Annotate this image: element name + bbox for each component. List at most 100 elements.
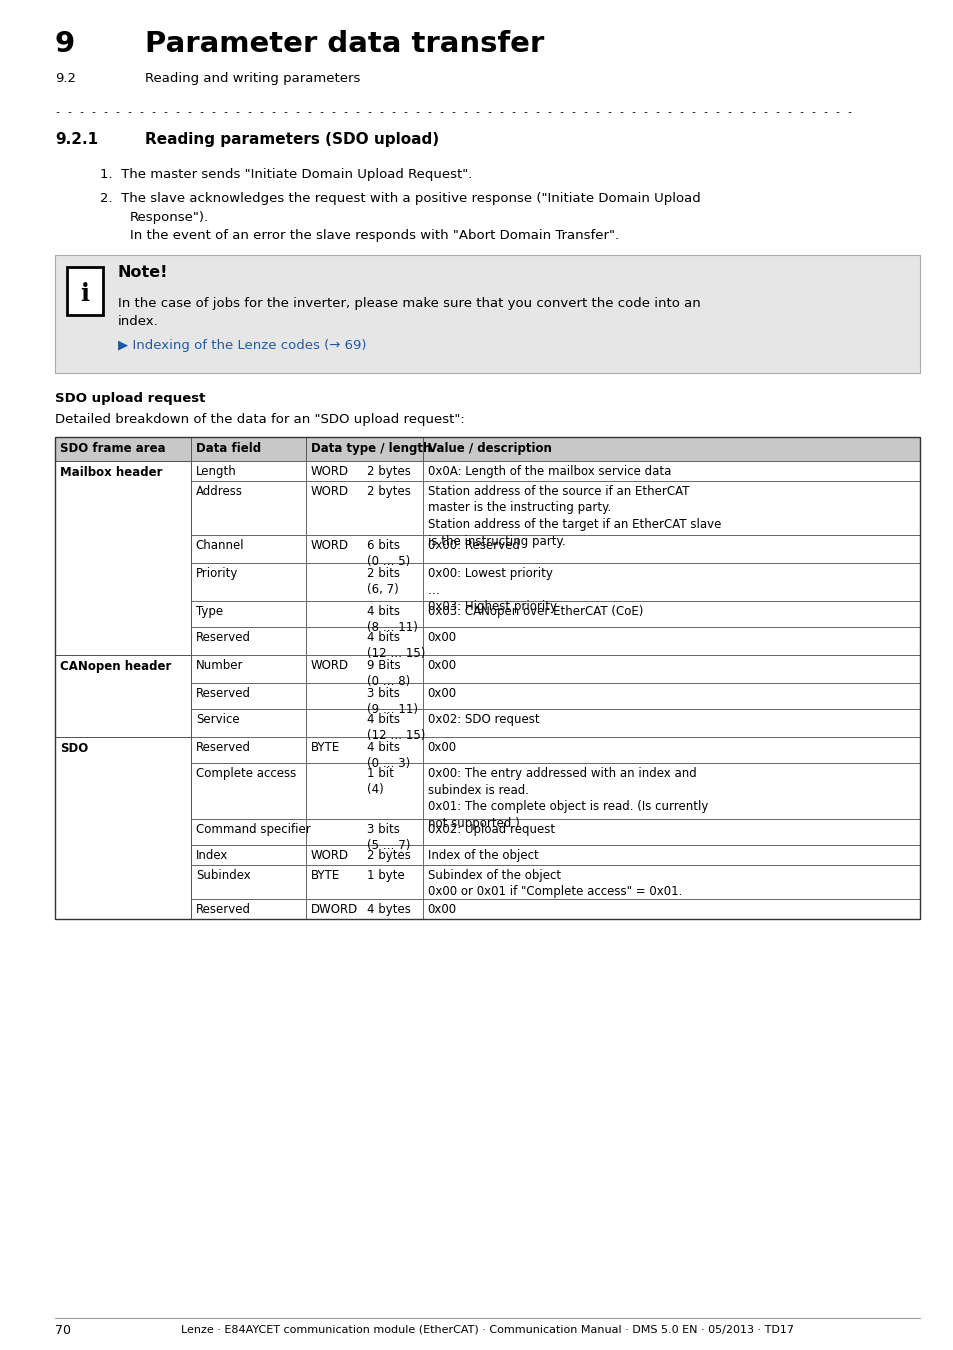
Bar — [191, 655, 306, 683]
Text: Reserved: Reserved — [195, 630, 251, 644]
Bar — [422, 899, 919, 919]
Bar — [55, 255, 919, 373]
Bar — [191, 845, 306, 865]
Bar — [422, 865, 919, 899]
Text: Data field: Data field — [195, 441, 261, 455]
Text: Note!: Note! — [118, 265, 169, 279]
Text: WORD: WORD — [311, 849, 349, 863]
Bar — [306, 535, 422, 563]
Text: 3 bits
(9 … 11): 3 bits (9 … 11) — [367, 687, 417, 717]
Bar — [306, 737, 422, 763]
Bar — [191, 865, 306, 899]
Text: Data type / length: Data type / length — [311, 441, 431, 455]
Text: 0x00: 0x00 — [427, 903, 456, 917]
Bar — [306, 845, 422, 865]
Bar — [306, 819, 422, 845]
Bar — [306, 563, 422, 601]
Bar — [306, 683, 422, 709]
Bar — [306, 899, 422, 919]
Bar — [191, 819, 306, 845]
Text: 0x00: 0x00 — [427, 741, 456, 755]
Bar — [55, 437, 919, 460]
Bar — [306, 626, 422, 655]
Bar — [306, 865, 422, 899]
Text: 4 bits
(0 … 3): 4 bits (0 … 3) — [367, 741, 410, 771]
Text: In the case of jobs for the inverter, please make sure that you convert the code: In the case of jobs for the inverter, pl… — [118, 297, 700, 310]
Bar — [422, 563, 919, 601]
Bar — [191, 709, 306, 737]
Text: - - - - - - - - - - - - - - - - - - - - - - - - - - - - - - - - - - - - - - - - : - - - - - - - - - - - - - - - - - - - - … — [55, 107, 858, 117]
Text: 9.2: 9.2 — [55, 72, 76, 85]
Bar — [55, 737, 191, 919]
Bar — [55, 437, 919, 919]
Text: 9 Bits
(0 … 8): 9 Bits (0 … 8) — [367, 659, 410, 688]
Text: Reading parameters (SDO upload): Reading parameters (SDO upload) — [145, 132, 438, 147]
Text: 0x00: Reserved: 0x00: Reserved — [427, 539, 519, 552]
Text: 0x00: 0x00 — [427, 687, 456, 701]
Text: CANopen header: CANopen header — [60, 660, 172, 674]
Text: 2 bits
(6, 7): 2 bits (6, 7) — [367, 567, 399, 597]
Text: 4 bytes: 4 bytes — [367, 903, 411, 917]
Text: 0x00: 0x00 — [427, 659, 456, 672]
Text: Value / description: Value / description — [427, 441, 551, 455]
Text: Station address of the source if an EtherCAT
master is the instructing party.
St: Station address of the source if an Ethe… — [427, 485, 720, 548]
Text: 1 bit
(4): 1 bit (4) — [367, 767, 394, 796]
Bar — [422, 737, 919, 763]
Text: Detailed breakdown of the data for an "SDO upload request":: Detailed breakdown of the data for an "S… — [55, 413, 464, 427]
Bar — [422, 535, 919, 563]
Bar — [191, 460, 306, 481]
Text: i: i — [80, 282, 90, 306]
Text: ▶ Indexing of the Lenze codes (→ 69): ▶ Indexing of the Lenze codes (→ 69) — [118, 339, 366, 352]
Text: 9: 9 — [55, 30, 75, 58]
Bar — [422, 763, 919, 819]
Bar — [306, 481, 422, 535]
Bar — [191, 683, 306, 709]
Text: Priority: Priority — [195, 567, 238, 580]
Bar — [422, 683, 919, 709]
Text: 0x00: 0x00 — [427, 630, 456, 644]
Bar — [191, 899, 306, 919]
Text: 0x00: Lowest priority
…
0x03: Highest priority: 0x00: Lowest priority … 0x03: Highest pr… — [427, 567, 556, 613]
Text: WORD: WORD — [311, 485, 349, 498]
Text: Channel: Channel — [195, 539, 244, 552]
Text: WORD: WORD — [311, 659, 349, 672]
Bar — [191, 763, 306, 819]
Text: Reserved: Reserved — [195, 687, 251, 701]
Text: Index of the object: Index of the object — [427, 849, 537, 863]
Text: Address: Address — [195, 485, 243, 498]
Bar — [55, 460, 191, 655]
Text: Subindex of the object
0x00 or 0x01 if "Complete access" = 0x01.: Subindex of the object 0x00 or 0x01 if "… — [427, 869, 681, 899]
Bar — [306, 763, 422, 819]
Bar — [306, 709, 422, 737]
Text: 70: 70 — [55, 1324, 71, 1336]
Text: 1.  The master sends "Initiate Domain Upload Request".: 1. The master sends "Initiate Domain Upl… — [100, 167, 472, 181]
Bar — [67, 267, 103, 315]
Text: 2 bytes: 2 bytes — [367, 464, 411, 478]
Bar — [422, 845, 919, 865]
Bar — [306, 601, 422, 626]
Bar — [422, 709, 919, 737]
Text: Reading and writing parameters: Reading and writing parameters — [145, 72, 360, 85]
Bar — [191, 481, 306, 535]
Text: WORD: WORD — [311, 464, 349, 478]
Bar — [422, 460, 919, 481]
Text: In the event of an error the slave responds with "Abort Domain Transfer".: In the event of an error the slave respo… — [130, 230, 618, 242]
Bar — [422, 655, 919, 683]
Text: Reserved: Reserved — [195, 741, 251, 755]
Text: Reserved: Reserved — [195, 903, 251, 917]
Text: DWORD: DWORD — [311, 903, 357, 917]
Text: BYTE: BYTE — [311, 741, 339, 755]
Text: 9.2.1: 9.2.1 — [55, 132, 98, 147]
Text: Parameter data transfer: Parameter data transfer — [145, 30, 543, 58]
Text: index.: index. — [118, 315, 158, 328]
Bar — [191, 601, 306, 626]
Bar — [422, 601, 919, 626]
Text: Response").: Response"). — [130, 211, 209, 224]
Text: 4 bits
(12 … 15): 4 bits (12 … 15) — [367, 630, 425, 660]
Text: Complete access: Complete access — [195, 767, 295, 780]
Text: 0x02: SDO request: 0x02: SDO request — [427, 713, 538, 726]
Text: Command specifier: Command specifier — [195, 824, 311, 836]
Text: 3 bits
(5 … 7): 3 bits (5 … 7) — [367, 824, 410, 852]
Text: 4 bits
(12 … 15): 4 bits (12 … 15) — [367, 713, 425, 743]
Text: BYTE: BYTE — [311, 869, 339, 882]
